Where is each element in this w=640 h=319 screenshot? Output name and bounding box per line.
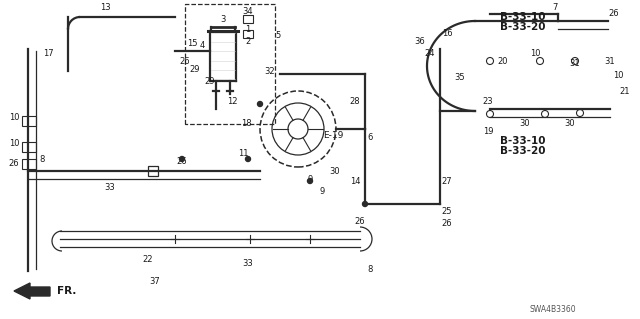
Text: 26: 26 xyxy=(177,157,188,166)
Text: 11: 11 xyxy=(237,150,248,159)
Text: 8: 8 xyxy=(39,154,45,164)
Text: 22: 22 xyxy=(143,255,153,263)
Text: 12: 12 xyxy=(227,97,237,106)
Text: 35: 35 xyxy=(454,72,465,81)
Text: 10: 10 xyxy=(9,139,19,149)
Text: 5: 5 xyxy=(275,32,280,41)
Text: 18: 18 xyxy=(241,120,252,129)
Text: 24: 24 xyxy=(425,49,435,58)
Polygon shape xyxy=(14,283,50,299)
Circle shape xyxy=(246,157,250,161)
Text: 2: 2 xyxy=(245,36,251,46)
Text: 23: 23 xyxy=(483,97,493,106)
Text: 31: 31 xyxy=(605,56,615,65)
Text: 25: 25 xyxy=(442,206,452,216)
Text: 32: 32 xyxy=(265,66,275,76)
Circle shape xyxy=(257,101,262,107)
Text: E-19: E-19 xyxy=(323,131,343,140)
Text: 13: 13 xyxy=(100,4,110,12)
Text: 14: 14 xyxy=(349,176,360,186)
Text: 1: 1 xyxy=(245,25,251,33)
Bar xyxy=(22,142,36,152)
Text: 29: 29 xyxy=(189,64,200,73)
Text: 19: 19 xyxy=(483,127,493,136)
Text: 34: 34 xyxy=(243,6,253,16)
Text: 21: 21 xyxy=(620,86,630,95)
Circle shape xyxy=(307,179,312,183)
Bar xyxy=(148,166,158,176)
Text: 3: 3 xyxy=(220,14,226,24)
Text: 29: 29 xyxy=(205,77,215,85)
Text: 33: 33 xyxy=(104,182,115,191)
Text: 26: 26 xyxy=(9,160,19,168)
Text: 16: 16 xyxy=(442,29,452,39)
Text: FR.: FR. xyxy=(57,286,76,296)
Text: B-33-20: B-33-20 xyxy=(500,146,545,156)
Text: 10: 10 xyxy=(612,70,623,79)
Text: 10: 10 xyxy=(530,49,540,58)
Text: 30: 30 xyxy=(564,118,575,128)
Text: 4: 4 xyxy=(200,41,205,50)
Text: 9: 9 xyxy=(319,187,324,196)
Text: 26: 26 xyxy=(180,56,190,65)
Text: 7: 7 xyxy=(552,3,557,11)
Text: 17: 17 xyxy=(43,49,53,58)
Text: 10: 10 xyxy=(9,113,19,122)
Circle shape xyxy=(179,157,184,161)
Text: 20: 20 xyxy=(498,56,508,65)
Text: 28: 28 xyxy=(349,97,360,106)
Text: 33: 33 xyxy=(243,258,253,268)
Text: 26: 26 xyxy=(609,9,620,18)
Text: SWA4B3360: SWA4B3360 xyxy=(530,305,577,314)
Text: 31: 31 xyxy=(570,58,580,68)
Text: 26: 26 xyxy=(355,217,365,226)
Text: 30: 30 xyxy=(330,167,340,175)
Text: 9: 9 xyxy=(307,174,312,183)
Text: 30: 30 xyxy=(520,118,531,128)
Text: 37: 37 xyxy=(150,277,161,286)
Circle shape xyxy=(362,202,367,206)
Bar xyxy=(22,116,36,126)
Bar xyxy=(243,15,253,23)
Bar xyxy=(243,30,253,38)
Text: B-33-10: B-33-10 xyxy=(500,12,545,22)
Text: 27: 27 xyxy=(442,176,452,186)
Text: 6: 6 xyxy=(367,132,372,142)
Text: 26: 26 xyxy=(442,219,452,228)
Bar xyxy=(22,159,36,169)
Text: 8: 8 xyxy=(367,264,372,273)
Text: 36: 36 xyxy=(415,36,426,46)
Text: 15: 15 xyxy=(187,40,197,48)
Text: B-33-20: B-33-20 xyxy=(500,22,545,32)
Text: B-33-10: B-33-10 xyxy=(500,136,545,146)
